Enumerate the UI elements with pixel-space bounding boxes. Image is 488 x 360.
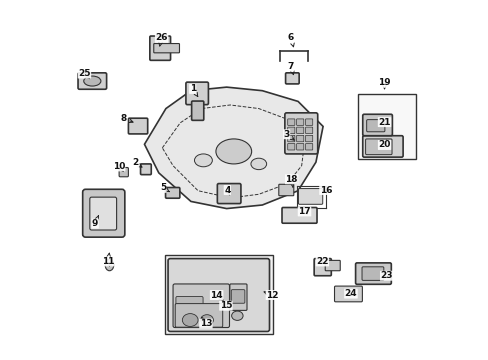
Text: 17: 17	[298, 207, 310, 216]
FancyBboxPatch shape	[305, 144, 312, 150]
Text: 8: 8	[121, 114, 133, 123]
FancyBboxPatch shape	[298, 189, 322, 204]
Text: 13: 13	[199, 318, 212, 328]
FancyBboxPatch shape	[287, 144, 294, 150]
Text: 18: 18	[285, 175, 297, 187]
Ellipse shape	[216, 139, 251, 164]
Text: 6: 6	[287, 33, 294, 47]
Text: 24: 24	[344, 289, 357, 298]
Ellipse shape	[231, 311, 243, 320]
FancyBboxPatch shape	[175, 303, 222, 327]
FancyBboxPatch shape	[282, 207, 316, 223]
Text: 7: 7	[287, 62, 294, 75]
FancyBboxPatch shape	[278, 184, 293, 196]
Ellipse shape	[105, 259, 114, 271]
FancyBboxPatch shape	[296, 135, 303, 142]
FancyBboxPatch shape	[285, 113, 317, 154]
FancyBboxPatch shape	[287, 119, 294, 125]
FancyBboxPatch shape	[296, 127, 303, 134]
Text: 25: 25	[78, 69, 91, 79]
Text: 22: 22	[315, 257, 328, 266]
FancyBboxPatch shape	[296, 144, 303, 150]
FancyBboxPatch shape	[229, 284, 246, 310]
FancyBboxPatch shape	[149, 36, 170, 60]
FancyBboxPatch shape	[231, 290, 244, 303]
FancyBboxPatch shape	[305, 127, 312, 134]
Ellipse shape	[194, 154, 212, 167]
Text: 12: 12	[264, 291, 278, 300]
Polygon shape	[144, 87, 323, 208]
FancyBboxPatch shape	[365, 139, 391, 155]
Text: 3: 3	[283, 130, 294, 140]
Text: 2: 2	[132, 158, 142, 167]
FancyBboxPatch shape	[362, 114, 391, 136]
FancyBboxPatch shape	[305, 135, 312, 142]
FancyBboxPatch shape	[176, 296, 203, 325]
FancyBboxPatch shape	[313, 258, 331, 276]
FancyBboxPatch shape	[168, 258, 269, 332]
FancyBboxPatch shape	[191, 101, 203, 120]
Text: 14: 14	[210, 291, 223, 300]
FancyBboxPatch shape	[140, 164, 151, 175]
FancyBboxPatch shape	[173, 284, 229, 328]
FancyBboxPatch shape	[285, 73, 299, 84]
FancyBboxPatch shape	[362, 136, 402, 157]
Ellipse shape	[200, 315, 213, 325]
FancyBboxPatch shape	[165, 188, 180, 198]
Text: 15: 15	[219, 301, 232, 310]
FancyBboxPatch shape	[305, 119, 312, 125]
Ellipse shape	[182, 314, 198, 327]
Text: 19: 19	[377, 78, 390, 89]
FancyBboxPatch shape	[296, 119, 303, 125]
Text: 20: 20	[378, 140, 390, 149]
Text: 10: 10	[112, 162, 125, 172]
FancyBboxPatch shape	[355, 263, 390, 284]
Text: 5: 5	[160, 183, 169, 192]
Text: 23: 23	[380, 271, 392, 280]
Bar	[165, 255, 272, 334]
FancyBboxPatch shape	[153, 44, 179, 53]
FancyBboxPatch shape	[287, 127, 294, 134]
Text: 11: 11	[102, 253, 114, 266]
Ellipse shape	[83, 76, 101, 86]
Ellipse shape	[250, 158, 266, 170]
FancyBboxPatch shape	[361, 267, 383, 280]
FancyBboxPatch shape	[119, 167, 128, 177]
FancyBboxPatch shape	[366, 120, 384, 132]
Text: 9: 9	[92, 216, 99, 228]
Text: 21: 21	[378, 118, 390, 127]
FancyBboxPatch shape	[334, 286, 362, 302]
Text: 26: 26	[155, 33, 167, 46]
Bar	[357, 94, 415, 159]
FancyBboxPatch shape	[217, 184, 241, 203]
FancyBboxPatch shape	[82, 189, 124, 237]
Text: 1: 1	[189, 84, 197, 96]
FancyBboxPatch shape	[185, 82, 208, 105]
Text: 4: 4	[224, 185, 230, 195]
FancyBboxPatch shape	[288, 177, 297, 184]
FancyBboxPatch shape	[325, 260, 340, 271]
Text: 16: 16	[319, 185, 331, 194]
FancyBboxPatch shape	[78, 73, 106, 89]
FancyBboxPatch shape	[90, 197, 116, 230]
FancyBboxPatch shape	[287, 135, 294, 142]
FancyBboxPatch shape	[128, 118, 147, 134]
